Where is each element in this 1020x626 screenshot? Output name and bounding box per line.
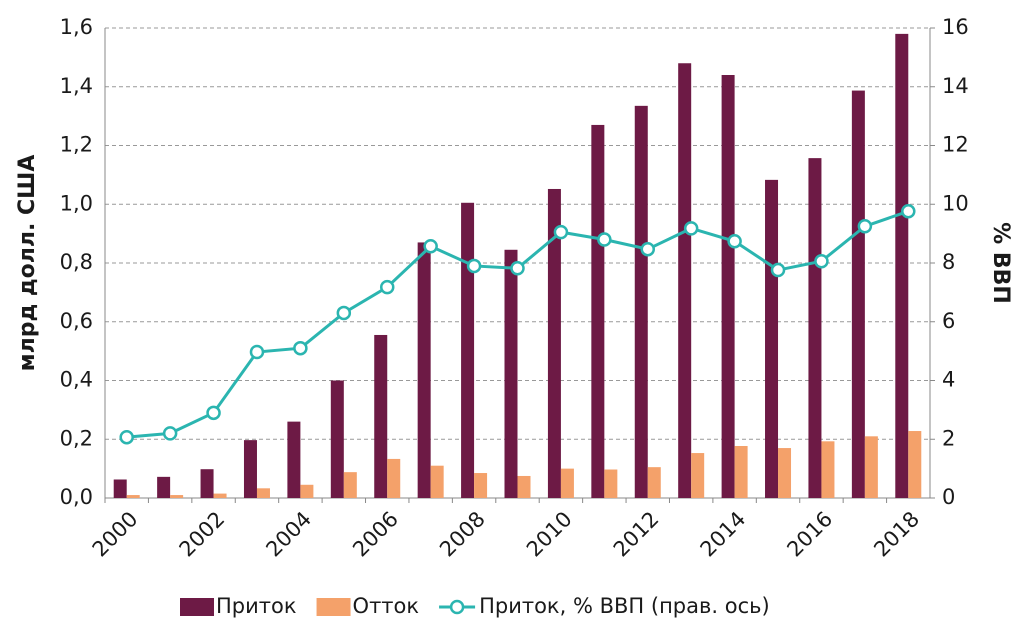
bar <box>387 458 401 498</box>
bar <box>691 453 705 498</box>
bar <box>734 446 748 498</box>
bar <box>591 124 605 498</box>
bar <box>430 465 444 498</box>
bar <box>895 33 909 498</box>
line-marker <box>466 258 482 274</box>
line-marker <box>510 261 525 276</box>
bar <box>213 493 227 498</box>
bar <box>560 468 574 498</box>
y2-tick-label: 10 <box>942 191 969 215</box>
bar <box>778 448 792 498</box>
bar <box>374 334 388 498</box>
bar <box>256 488 270 498</box>
legend-swatch <box>180 598 214 616</box>
x-tick-label: 2000 <box>88 507 143 562</box>
line-marker <box>119 429 134 445</box>
legend-label: Приток, % ВВП (прав. ось) <box>479 594 770 618</box>
bar <box>417 242 431 498</box>
x-tick-label: 2018 <box>869 507 924 562</box>
y2-tick-label: 0 <box>942 485 955 509</box>
line-marker <box>597 232 612 247</box>
bar <box>504 249 518 498</box>
bar <box>721 75 735 498</box>
bar <box>765 179 779 498</box>
line-marker <box>727 234 742 249</box>
y2-tick-label: 4 <box>942 368 955 392</box>
line-marker <box>857 219 873 234</box>
bar <box>851 90 865 498</box>
y-tick-label: 0,2 <box>60 426 93 450</box>
y2-tick-label: 6 <box>942 309 955 333</box>
bar <box>157 476 171 498</box>
x-tick-label: 2014 <box>696 507 751 562</box>
y2-tick-label: 14 <box>942 74 969 98</box>
legend-label: Приток <box>216 594 297 618</box>
line-marker <box>206 405 221 421</box>
bar <box>474 473 488 498</box>
x-tick-label: 2012 <box>609 507 664 562</box>
bar <box>461 202 475 498</box>
y-tick-label: 0,4 <box>60 368 93 392</box>
line-marker <box>249 344 265 360</box>
y2-tick-label: 8 <box>942 250 955 274</box>
line-marker <box>336 305 352 321</box>
line-marker <box>423 239 438 254</box>
y-tick-label: 1,4 <box>60 74 93 98</box>
x-tick-label: 2006 <box>348 507 403 562</box>
y2-tick-label: 12 <box>942 133 969 157</box>
bar <box>243 440 257 498</box>
bar <box>200 469 214 498</box>
bar <box>126 495 140 498</box>
legend-label: Отток <box>353 594 420 618</box>
bar <box>287 421 301 498</box>
bar <box>170 495 184 498</box>
x-tick-label: 2016 <box>782 507 837 562</box>
legend-marker <box>449 599 465 615</box>
bar <box>864 436 878 498</box>
bar <box>808 158 822 498</box>
bar <box>547 188 561 498</box>
y-tick-label: 0,0 <box>60 485 93 509</box>
bar <box>604 469 618 498</box>
x-tick-label: 2004 <box>261 507 316 562</box>
line-marker <box>553 224 569 240</box>
bar <box>113 479 127 498</box>
line-marker <box>770 262 786 278</box>
bar <box>300 484 314 498</box>
bar <box>517 475 531 498</box>
bar <box>634 105 648 498</box>
bar <box>678 63 692 498</box>
y-axis-label: млрд долл. США <box>15 155 40 372</box>
y2-tick-label: 2 <box>942 426 955 450</box>
y-tick-label: 1,2 <box>60 133 93 157</box>
bar <box>908 431 922 498</box>
bar <box>343 472 357 498</box>
y2-axis-label: % ВВП <box>988 222 1013 304</box>
y-tick-label: 0,8 <box>60 250 93 274</box>
line-marker <box>901 204 916 219</box>
y2-tick-label: 16 <box>942 15 969 39</box>
line-marker <box>640 241 656 257</box>
line-marker <box>379 279 395 295</box>
line-marker <box>162 426 178 441</box>
bar <box>330 380 344 498</box>
y-tick-label: 1,0 <box>60 191 93 215</box>
x-tick-label: 2010 <box>522 507 577 562</box>
bar <box>647 467 661 498</box>
line-marker <box>683 221 699 236</box>
line-marker <box>814 253 829 269</box>
bar <box>821 441 835 498</box>
y-tick-label: 0,6 <box>60 309 93 333</box>
x-tick-label: 2008 <box>435 507 490 562</box>
y-tick-label: 1,6 <box>60 15 93 39</box>
x-tick-label: 2002 <box>175 507 230 562</box>
legend-swatch <box>316 598 351 616</box>
line-marker <box>293 340 308 356</box>
